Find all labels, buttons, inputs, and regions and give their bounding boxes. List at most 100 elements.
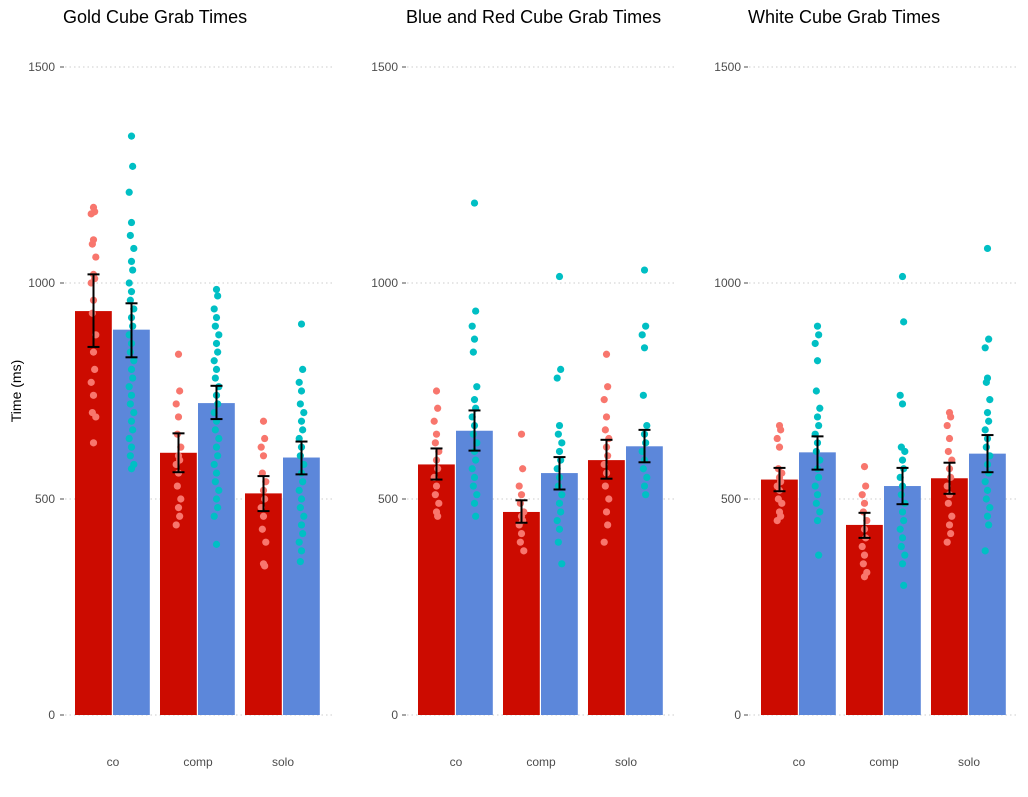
data-point xyxy=(555,447,564,456)
data-point xyxy=(177,495,185,503)
data-point xyxy=(642,491,650,499)
y-tick-label: 0 xyxy=(734,708,741,722)
data-point xyxy=(295,538,303,546)
data-point xyxy=(813,517,822,525)
data-point xyxy=(261,495,269,503)
bar xyxy=(626,446,663,715)
bar xyxy=(456,430,493,715)
data-point xyxy=(640,266,649,274)
data-point xyxy=(472,512,480,520)
data-point xyxy=(778,499,786,507)
data-point xyxy=(259,417,268,425)
data-point xyxy=(520,547,528,555)
data-point xyxy=(981,547,989,555)
data-point xyxy=(643,473,651,481)
data-point xyxy=(468,322,476,330)
panel-title: Blue and Red Cube Grab Times xyxy=(406,7,661,27)
data-point xyxy=(945,434,954,443)
data-point xyxy=(258,525,266,533)
data-point xyxy=(126,400,134,408)
panel-title: White Cube Grab Times xyxy=(748,7,940,27)
data-point xyxy=(214,292,222,300)
data-point xyxy=(89,391,98,399)
data-point xyxy=(299,529,307,538)
data-point xyxy=(985,417,993,425)
data-point xyxy=(900,517,908,525)
data-point xyxy=(896,525,904,533)
data-point xyxy=(898,560,907,568)
data-point xyxy=(901,447,909,456)
y-tick-label: 0 xyxy=(391,708,398,722)
data-point xyxy=(214,348,222,356)
data-point xyxy=(212,443,221,451)
data-point xyxy=(469,482,477,490)
data-point xyxy=(858,491,866,499)
data-point xyxy=(470,335,479,343)
data-point xyxy=(604,521,612,529)
data-point xyxy=(296,558,304,566)
data-point xyxy=(773,517,781,525)
data-point xyxy=(211,426,219,434)
data-point xyxy=(517,491,526,499)
data-point xyxy=(898,272,907,281)
data-point xyxy=(981,478,989,486)
data-point xyxy=(296,400,304,408)
data-point xyxy=(172,400,180,408)
y-tick-label: 500 xyxy=(721,492,741,506)
data-point xyxy=(944,499,952,507)
data-point xyxy=(126,296,134,304)
data-point xyxy=(947,413,955,421)
data-point xyxy=(127,132,136,140)
data-point xyxy=(558,560,566,568)
chart-panel-2: Blue and Red Cube Grab Times 0 500 1000 1500… xyxy=(371,7,675,769)
data-point xyxy=(297,387,306,395)
data-point xyxy=(777,426,785,434)
y-axis-title: Time (ms) xyxy=(8,360,24,422)
data-point xyxy=(257,443,265,451)
data-point xyxy=(296,504,304,512)
data-point xyxy=(174,413,183,421)
data-point xyxy=(983,486,992,494)
data-point xyxy=(472,307,480,315)
data-point xyxy=(297,521,306,529)
data-point xyxy=(602,413,611,421)
data-point xyxy=(555,421,564,430)
data-point xyxy=(557,365,565,373)
data-point xyxy=(129,374,137,382)
data-point xyxy=(897,542,905,551)
y-tick-label: 500 xyxy=(378,492,398,506)
data-point xyxy=(262,538,270,546)
data-point xyxy=(210,460,218,469)
data-point xyxy=(434,512,442,520)
data-point xyxy=(472,456,480,464)
data-point xyxy=(212,313,221,322)
data-point xyxy=(815,551,823,559)
data-point xyxy=(258,469,266,477)
data-point xyxy=(435,499,443,507)
data-point xyxy=(297,417,306,425)
data-point xyxy=(299,478,307,486)
data-point xyxy=(773,434,781,443)
data-point xyxy=(127,288,136,296)
data-point xyxy=(432,482,441,490)
data-point xyxy=(129,266,137,274)
x-tick-label: solo xyxy=(958,755,980,769)
data-point xyxy=(555,525,564,533)
data-point xyxy=(948,512,956,520)
data-point xyxy=(985,335,993,343)
data-point xyxy=(944,447,952,456)
data-point xyxy=(173,482,181,490)
x-tick-label: comp xyxy=(869,755,899,769)
data-point xyxy=(517,430,526,438)
data-point xyxy=(896,391,904,399)
data-point xyxy=(88,309,96,317)
data-point xyxy=(210,357,218,365)
data-point xyxy=(126,231,134,240)
data-point xyxy=(557,508,565,516)
data-point xyxy=(640,344,649,352)
data-point xyxy=(900,318,908,326)
data-point xyxy=(125,279,133,287)
data-point xyxy=(982,495,990,503)
data-point xyxy=(947,473,955,481)
data-point xyxy=(212,365,221,373)
